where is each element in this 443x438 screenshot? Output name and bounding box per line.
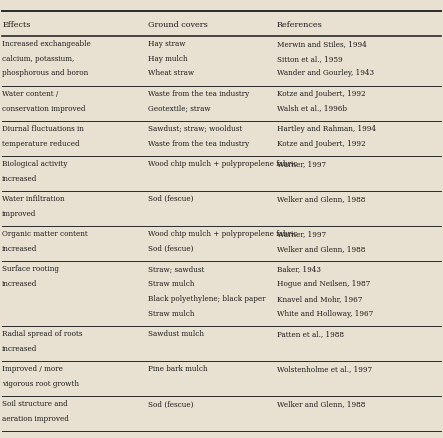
Text: Radial spread of roots: Radial spread of roots [2,330,83,338]
Text: Diurnal fluctuations in: Diurnal fluctuations in [2,125,84,133]
Text: Wood chip mulch + polypropelene fabric: Wood chip mulch + polypropelene fabric [148,160,298,168]
Text: Hay straw: Hay straw [148,40,186,48]
Text: Baker, 1943: Baker, 1943 [277,265,321,273]
Text: Sawdust mulch: Sawdust mulch [148,330,204,338]
Text: Hay mulch: Hay mulch [148,55,188,63]
Text: Biological activity: Biological activity [2,160,68,168]
Text: Warner, 1997: Warner, 1997 [277,160,326,168]
Text: conservation improved: conservation improved [2,105,85,113]
Text: Wheat straw: Wheat straw [148,70,194,78]
Text: Kotze and Joubert, 1992: Kotze and Joubert, 1992 [277,90,365,98]
Text: Sod (fescue): Sod (fescue) [148,400,194,409]
Text: Patten et al., 1988: Patten et al., 1988 [277,330,344,338]
Text: Waste from the tea industry: Waste from the tea industry [148,90,250,98]
Text: White and Holloway, 1967: White and Holloway, 1967 [277,310,373,318]
Text: Soil structure and: Soil structure and [2,400,68,409]
Text: increased: increased [2,175,38,183]
Text: Water content /: Water content / [2,90,58,98]
Text: increased: increased [2,245,38,253]
Text: temperature reduced: temperature reduced [2,140,80,148]
Text: Ground covers: Ground covers [148,21,208,28]
Text: Welker and Glenn, 1988: Welker and Glenn, 1988 [277,245,365,253]
Text: improved: improved [2,210,37,218]
Text: Wander and Gourley, 1943: Wander and Gourley, 1943 [277,70,374,78]
Text: Wolstenholme et al., 1997: Wolstenholme et al., 1997 [277,365,372,373]
Text: calcium, potassium,: calcium, potassium, [2,55,74,63]
Text: Kotze and Joubert, 1992: Kotze and Joubert, 1992 [277,140,365,148]
Text: Effects: Effects [2,21,31,28]
Text: Sitton et al., 1959: Sitton et al., 1959 [277,55,342,63]
Text: Wood chip mulch + polypropelene fabric: Wood chip mulch + polypropelene fabric [148,230,298,238]
Text: Straw mulch: Straw mulch [148,280,195,288]
Text: Waste from the tea industry: Waste from the tea industry [148,140,250,148]
Text: Straw; sawdust: Straw; sawdust [148,265,205,273]
Text: Improved / more: Improved / more [2,365,63,373]
Text: phosphorous and boron: phosphorous and boron [2,70,89,78]
Text: increased: increased [2,345,38,353]
Text: vigorous root growth: vigorous root growth [2,380,79,388]
Text: Welker and Glenn, 1988: Welker and Glenn, 1988 [277,195,365,203]
Text: Water infiltration: Water infiltration [2,195,65,203]
Text: Sod (fescue): Sod (fescue) [148,195,194,203]
Text: References: References [277,21,323,28]
Text: Welker and Glenn, 1988: Welker and Glenn, 1988 [277,400,365,409]
Text: Surface rooting: Surface rooting [2,265,59,273]
Text: Increased exchangeable: Increased exchangeable [2,40,91,48]
Text: Organic matter content: Organic matter content [2,230,88,238]
Text: Hogue and Neilsen, 1987: Hogue and Neilsen, 1987 [277,280,370,288]
Text: increased: increased [2,280,38,288]
Text: Merwin and Stiles, 1994: Merwin and Stiles, 1994 [277,40,367,48]
Text: Pine bark mulch: Pine bark mulch [148,365,208,373]
Text: Warner, 1997: Warner, 1997 [277,230,326,238]
Text: Geotextile; straw: Geotextile; straw [148,105,211,113]
Text: Hartley and Rahman, 1994: Hartley and Rahman, 1994 [277,125,376,133]
Text: Walsh et al., 1996b: Walsh et al., 1996b [277,105,347,113]
Text: Black polyethylene; black paper: Black polyethylene; black paper [148,295,266,303]
Text: Sawdust; straw; wooldust: Sawdust; straw; wooldust [148,125,243,133]
Text: Knavel and Mohr, 1967: Knavel and Mohr, 1967 [277,295,362,303]
Text: Sod (fescue): Sod (fescue) [148,245,194,253]
Text: aeration improved: aeration improved [2,415,69,423]
Text: Straw mulch: Straw mulch [148,310,195,318]
